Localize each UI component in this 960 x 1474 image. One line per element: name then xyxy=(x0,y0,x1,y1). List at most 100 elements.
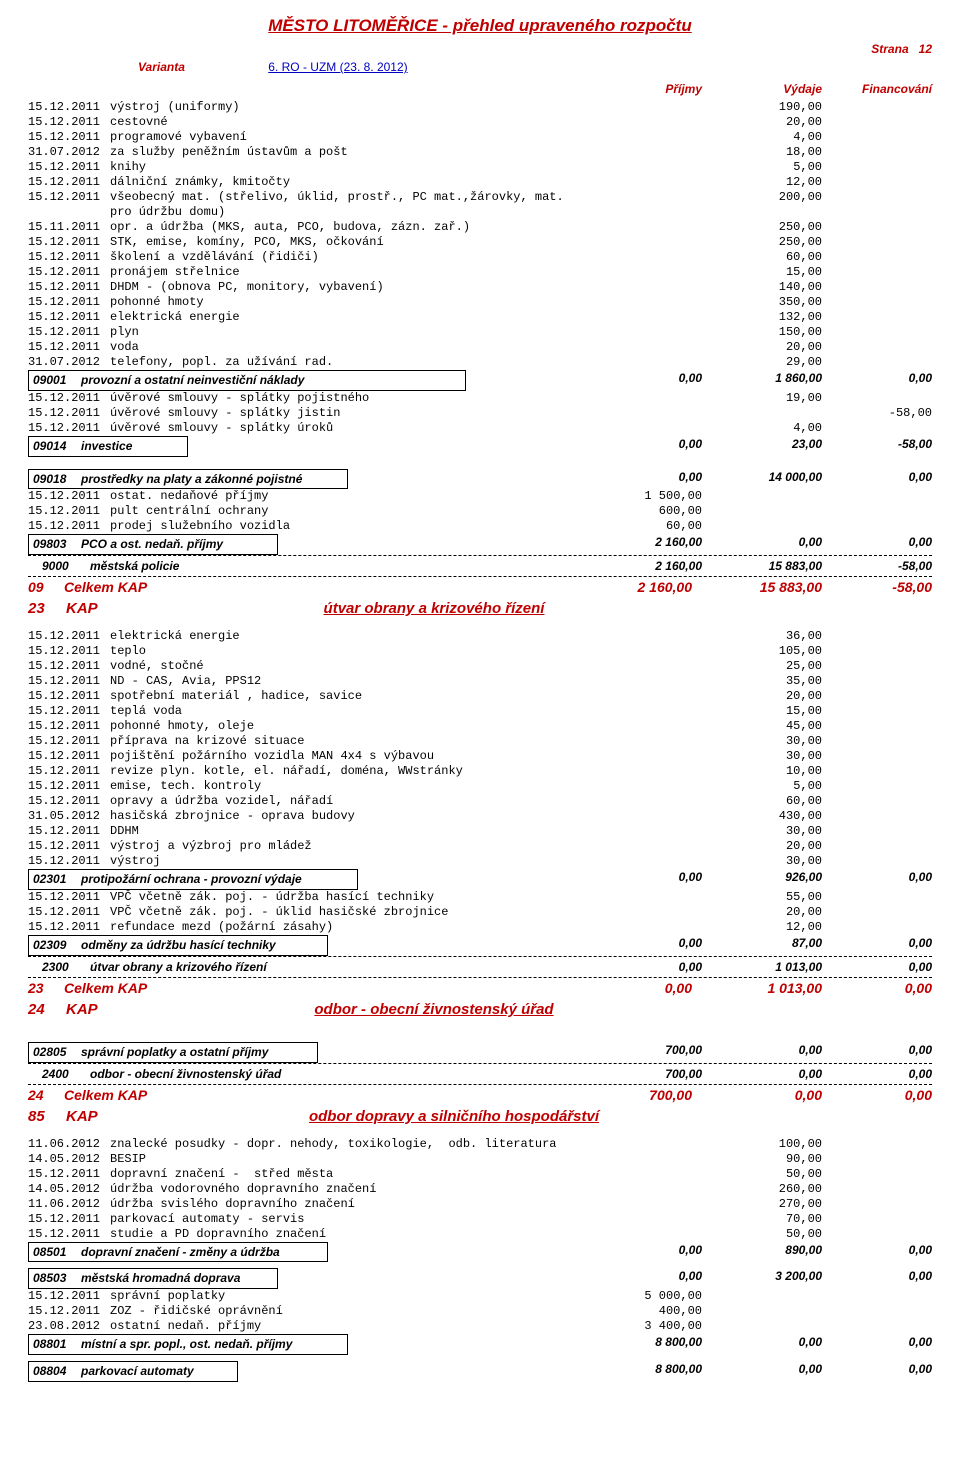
table-row: 15.12.2011refundace mezd (požární zásahy… xyxy=(28,920,932,935)
row-desc: voda xyxy=(110,340,582,355)
row-desc: výstroj (uniformy) xyxy=(110,100,582,115)
row-date: 15.12.2011 xyxy=(28,764,110,779)
table-row: 15.12.2011opravy a údržba vozidel, nářad… xyxy=(28,794,932,809)
row-c3 xyxy=(822,719,932,734)
box-02301: 02301 protipožární ochrana - provozní vý… xyxy=(28,869,932,890)
row-c3 xyxy=(822,920,932,935)
row-c2: 90,00 xyxy=(702,1152,822,1167)
table-row: 15.12.2011ND - CAS, Avia, PPS1235,00 xyxy=(28,674,932,689)
box-code: 02805 xyxy=(33,1044,81,1061)
table-row: 15.11.2011opr. a údržba (MKS, auta, PCO,… xyxy=(28,220,932,235)
box-text: investice xyxy=(81,438,132,455)
row-desc: teplá voda xyxy=(110,704,582,719)
row-desc: vodné, stočné xyxy=(110,659,582,674)
box-09014: 09014 investice 0,00 23,00 -58,00 xyxy=(28,436,932,457)
row-c1: 400,00 xyxy=(582,1304,702,1319)
row-c3 xyxy=(822,704,932,719)
box-code: 08501 xyxy=(33,1244,81,1261)
row-c2: 250,00 xyxy=(702,235,822,250)
row-c2: 70,00 xyxy=(702,1212,822,1227)
table-row: 15.12.2011revize plyn. kotle, el. nářadí… xyxy=(28,764,932,779)
row-c1 xyxy=(582,689,702,704)
box-c3: -58,00 xyxy=(822,436,932,457)
varianta-value: 6. RO - UZM (23. 8. 2012) xyxy=(268,60,407,74)
row-c3 xyxy=(822,1319,932,1334)
row-date: 15.12.2011 xyxy=(28,659,110,674)
row-c1 xyxy=(582,734,702,749)
row-c2: 430,00 xyxy=(702,809,822,824)
table-row: 15.12.2011dopravní značení - střed města… xyxy=(28,1167,932,1182)
line-text: odbor - obecní živnostenský úřad xyxy=(90,1065,582,1083)
box-code: 08804 xyxy=(33,1363,81,1380)
line-code: 2300 xyxy=(28,958,90,976)
line-c1: 700,00 xyxy=(582,1065,702,1083)
row-desc: cestovné xyxy=(110,115,582,130)
row-c2: 4,00 xyxy=(702,130,822,145)
box-c2: 0,00 xyxy=(702,1042,822,1063)
kap-title: útvar obrany a krizového řízení xyxy=(136,598,732,619)
row-date: 15.12.2011 xyxy=(28,504,110,519)
row-desc: školení a vzdělávání (řidiči) xyxy=(110,250,582,265)
kap-code: 24 xyxy=(28,999,66,1020)
row-desc: DDHM xyxy=(110,824,582,839)
table-row: 15.12.2011úvěrové smlouvy - splátky úrok… xyxy=(28,421,932,436)
kap-title: odbor dopravy a silničního hospodářství xyxy=(136,1106,772,1127)
row-c2 xyxy=(702,519,822,534)
row-date: 15.12.2011 xyxy=(28,674,110,689)
celkem-23: 23 Celkem KAP 0,00 1 013,00 0,00 xyxy=(28,978,932,999)
line-c3: 0,00 xyxy=(822,1065,932,1083)
table-row: 15.12.2011výstroj (uniformy)190,00 xyxy=(28,100,932,115)
box-c2: 3 200,00 xyxy=(702,1268,822,1289)
row-desc: revize plyn. kotle, el. nářadí, doména, … xyxy=(110,764,582,779)
row-c2: 25,00 xyxy=(702,659,822,674)
row-c2: 100,00 xyxy=(702,1137,822,1152)
row-c3 xyxy=(822,794,932,809)
hdr-vydaje: Výdaje xyxy=(702,82,822,96)
celkem-c1: 700,00 xyxy=(572,1085,692,1106)
row-desc: programové vybavení xyxy=(110,130,582,145)
kap-label: KAP xyxy=(66,999,136,1020)
row-c3 xyxy=(822,310,932,325)
row-c1 xyxy=(582,130,702,145)
row-c1: 60,00 xyxy=(582,519,702,534)
celkem-c1: 2 160,00 xyxy=(572,577,692,598)
row-date: 15.12.2011 xyxy=(28,779,110,794)
line-text: městská policie xyxy=(90,557,582,575)
row-c2: 35,00 xyxy=(702,674,822,689)
box-c3: 0,00 xyxy=(822,1242,932,1263)
rows-block4: 15.12.2011elektrická energie36,0015.12.2… xyxy=(28,629,932,869)
line-2400: 2400 odbor - obecní živnostenský úřad 70… xyxy=(28,1063,932,1085)
row-c2: 270,00 xyxy=(702,1197,822,1212)
row-desc: dálniční známky, kmitočty xyxy=(110,175,582,190)
celkem-c3: 0,00 xyxy=(822,1085,932,1106)
kap-85: 85 KAP odbor dopravy a silničního hospod… xyxy=(28,1106,932,1127)
box-text: městská hromadná doprava xyxy=(81,1270,240,1287)
box-text: PCO a ost. nedaň. příjmy xyxy=(81,536,223,553)
table-row: 31.05.2012hasičská zbrojnice - oprava bu… xyxy=(28,809,932,824)
row-c1 xyxy=(582,809,702,824)
celkem-c2: 0,00 xyxy=(692,1085,822,1106)
row-c3 xyxy=(822,504,932,519)
row-c2: 18,00 xyxy=(702,145,822,160)
line-c2: 15 883,00 xyxy=(702,557,822,575)
box-text: protipožární ochrana - provozní výdaje xyxy=(81,871,302,888)
row-c2 xyxy=(702,406,822,421)
row-c3 xyxy=(822,1227,932,1242)
row-date: 14.05.2012 xyxy=(28,1182,110,1197)
row-c2: 200,00 xyxy=(702,190,822,220)
table-row: 14.05.2012BESIP90,00 xyxy=(28,1152,932,1167)
box-c2: 1 860,00 xyxy=(702,370,822,391)
table-row: 15.12.2011dálniční známky, kmitočty12,00 xyxy=(28,175,932,190)
row-desc: ZOZ - řidičské oprávnění xyxy=(110,1304,582,1319)
row-c1 xyxy=(582,265,702,280)
row-date: 15.12.2011 xyxy=(28,115,110,130)
table-row: 11.06.2012znalecké posudky - dopr. nehod… xyxy=(28,1137,932,1152)
line-c3: -58,00 xyxy=(822,557,932,575)
row-desc: VPČ včetně zák. poj. - úklid hasičské zb… xyxy=(110,905,582,920)
row-c3 xyxy=(822,220,932,235)
row-c1 xyxy=(582,310,702,325)
table-row: 15.12.2011DDHM30,00 xyxy=(28,824,932,839)
row-desc: správní poplatky xyxy=(110,1289,582,1304)
box-09018: 09018 prostředky na platy a zákonné poji… xyxy=(28,469,932,490)
box-c1: 0,00 xyxy=(582,935,702,956)
